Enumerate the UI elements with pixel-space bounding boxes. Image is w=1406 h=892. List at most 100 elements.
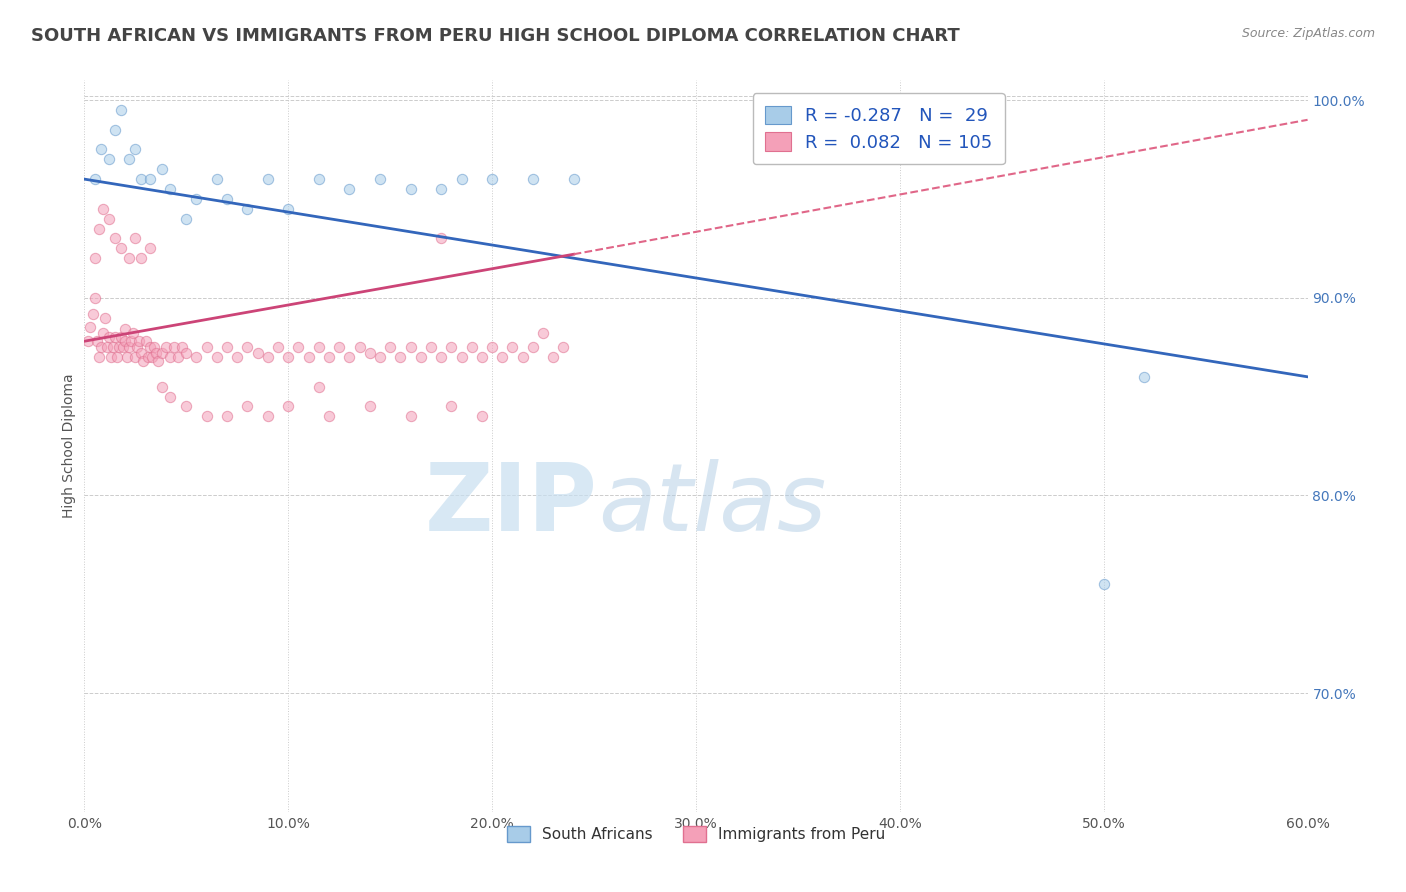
Point xyxy=(90,340,112,354)
Point xyxy=(420,340,443,354)
Point xyxy=(110,241,132,255)
Point xyxy=(217,409,239,424)
Point xyxy=(114,322,136,336)
Point xyxy=(471,409,494,424)
Point xyxy=(257,350,280,364)
Point xyxy=(522,172,544,186)
Legend: South Africans, Immigrants from Peru: South Africans, Immigrants from Peru xyxy=(501,820,891,848)
Point xyxy=(83,251,105,265)
Point xyxy=(77,334,100,349)
Point xyxy=(389,350,412,364)
Point xyxy=(430,182,453,196)
Point xyxy=(1092,577,1115,591)
Point xyxy=(308,172,330,186)
Point xyxy=(531,326,554,341)
Point xyxy=(127,340,149,354)
Point xyxy=(104,231,127,245)
Point xyxy=(105,350,128,364)
Point xyxy=(155,340,177,354)
Point xyxy=(236,400,259,414)
Point xyxy=(112,340,135,354)
Point xyxy=(135,334,157,349)
Point xyxy=(308,380,330,394)
Point xyxy=(159,390,181,404)
Point xyxy=(104,330,127,344)
Point xyxy=(553,340,575,354)
Point xyxy=(174,400,197,414)
Point xyxy=(409,350,432,364)
Point xyxy=(440,400,463,414)
Point xyxy=(150,162,173,177)
Point xyxy=(195,409,218,424)
Point xyxy=(159,350,181,364)
Point xyxy=(91,326,114,341)
Point xyxy=(110,330,132,344)
Point xyxy=(1133,369,1156,384)
Point xyxy=(236,340,259,354)
Point xyxy=(118,251,141,265)
Point xyxy=(172,340,194,354)
Point xyxy=(399,409,422,424)
Point xyxy=(349,340,371,354)
Point xyxy=(87,221,110,235)
Point xyxy=(368,350,391,364)
Point xyxy=(97,211,120,226)
Point xyxy=(104,122,127,136)
Point xyxy=(138,241,160,255)
Point xyxy=(82,307,104,321)
Point xyxy=(122,326,145,341)
Point xyxy=(142,340,165,354)
Point xyxy=(450,350,472,364)
Point xyxy=(195,340,218,354)
Point xyxy=(450,172,472,186)
Point xyxy=(205,350,228,364)
Point xyxy=(163,340,186,354)
Point xyxy=(110,103,132,117)
Point xyxy=(368,172,391,186)
Point xyxy=(491,350,513,364)
Point xyxy=(205,172,228,186)
Point xyxy=(399,340,422,354)
Point xyxy=(136,350,159,364)
Point xyxy=(440,340,463,354)
Point xyxy=(128,334,150,349)
Point xyxy=(217,340,239,354)
Point xyxy=(461,340,484,354)
Point xyxy=(339,350,361,364)
Point xyxy=(159,182,181,196)
Point xyxy=(79,320,101,334)
Point xyxy=(93,310,115,325)
Point xyxy=(328,340,350,354)
Point xyxy=(481,172,503,186)
Point xyxy=(359,346,381,360)
Point xyxy=(186,192,208,206)
Point xyxy=(138,340,160,354)
Point xyxy=(146,354,169,368)
Text: Source: ZipAtlas.com: Source: ZipAtlas.com xyxy=(1241,27,1375,40)
Point xyxy=(115,350,138,364)
Point xyxy=(257,172,280,186)
Point xyxy=(277,350,299,364)
Point xyxy=(359,400,381,414)
Point xyxy=(380,340,402,354)
Point xyxy=(118,153,141,167)
Text: atlas: atlas xyxy=(598,459,827,550)
Point xyxy=(186,350,208,364)
Point xyxy=(339,182,361,196)
Point xyxy=(120,334,142,349)
Point xyxy=(226,350,249,364)
Point xyxy=(83,291,105,305)
Point xyxy=(100,350,122,364)
Point xyxy=(131,172,153,186)
Point xyxy=(287,340,309,354)
Point xyxy=(97,153,120,167)
Y-axis label: High School Diploma: High School Diploma xyxy=(62,374,76,518)
Point xyxy=(257,409,280,424)
Point xyxy=(562,172,585,186)
Point xyxy=(141,350,163,364)
Point xyxy=(150,346,173,360)
Point xyxy=(246,346,269,360)
Point xyxy=(174,346,197,360)
Point xyxy=(308,340,330,354)
Point xyxy=(277,400,299,414)
